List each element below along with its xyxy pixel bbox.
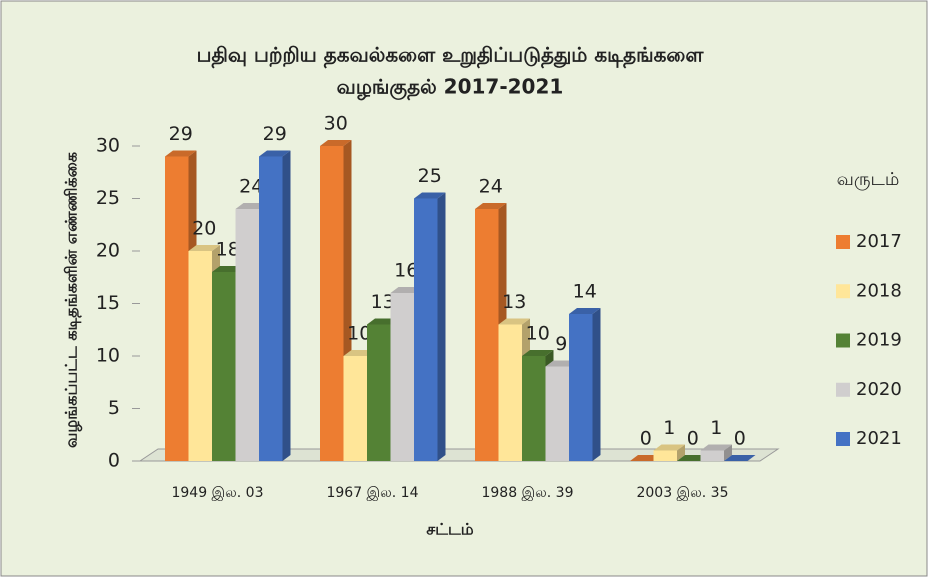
- bar-top: [259, 150, 291, 157]
- bar-top: [653, 444, 685, 451]
- data-label: 0: [640, 428, 652, 450]
- bar: [700, 450, 724, 461]
- legend-swatch: [836, 382, 850, 397]
- bar-top: [320, 140, 352, 146]
- bar: [653, 450, 677, 461]
- bar-top: [414, 192, 446, 199]
- y-tick-label: 30: [96, 135, 120, 157]
- bar-top: [522, 350, 554, 356]
- legend-swatch: [836, 432, 850, 446]
- y-tick-label: 25: [96, 187, 120, 209]
- data-label: 18: [216, 239, 240, 261]
- data-label: 1: [663, 417, 675, 439]
- data-label: 20: [192, 218, 216, 240]
- data-label: 10: [526, 323, 550, 345]
- data-label: 1: [710, 417, 722, 439]
- data-label: 16: [394, 260, 418, 282]
- bar: [165, 156, 189, 461]
- chart-title: பதிவு பற்றிய தகவல்களை உறுதிப்படுத்தும் க…: [197, 43, 705, 69]
- bar: [343, 356, 367, 461]
- bar-side: [437, 192, 446, 461]
- bar-top: [475, 203, 507, 209]
- y-tick-label: 5: [108, 397, 120, 419]
- bar: [414, 198, 438, 461]
- data-label: 10: [347, 323, 371, 345]
- y-tick-label: 0: [108, 450, 120, 472]
- bar-top: [188, 245, 220, 251]
- bar: [522, 356, 546, 461]
- x-tick-label: 2003 இல. 35: [636, 485, 728, 501]
- data-label: 0: [734, 428, 746, 450]
- data-label: 0: [687, 428, 699, 450]
- data-label: 14: [573, 281, 597, 303]
- legend-swatch: [836, 235, 850, 249]
- legend-swatch: [836, 284, 850, 299]
- legend-swatch: [836, 333, 850, 348]
- bar: [569, 314, 593, 461]
- legend-label: 2017: [856, 231, 902, 252]
- y-tick-label: 20: [96, 240, 120, 262]
- bar: [390, 293, 414, 461]
- bar-side: [677, 444, 685, 461]
- legend-label: 2021: [856, 428, 902, 449]
- legend-label: 2018: [856, 280, 902, 301]
- data-label: 29: [263, 123, 287, 145]
- bar: [235, 209, 259, 461]
- x-tick-label: 1988 இல. 39: [481, 485, 573, 501]
- bar: [259, 156, 283, 461]
- bar: [545, 366, 569, 461]
- bar-top: [165, 150, 197, 157]
- x-tick-label: 1967 இல. 14: [326, 485, 418, 501]
- data-label: 25: [418, 165, 442, 187]
- data-label: 24: [479, 176, 503, 198]
- chart-title: வழங்குதல் 2017-2021: [337, 75, 564, 101]
- bar: [498, 324, 522, 461]
- data-label: 30: [324, 113, 348, 135]
- bar-top: [569, 308, 601, 314]
- data-label: 29: [169, 123, 193, 145]
- bar-top: [498, 318, 530, 325]
- bar: [188, 251, 212, 461]
- bar: [367, 324, 391, 461]
- x-axis-label: சட்டம்: [426, 520, 473, 539]
- bar: [475, 209, 499, 461]
- y-axis-label: வழங்கப்பட்ட கடிதங்களின் எண்ணிக்கை: [62, 152, 82, 448]
- legend-label: 2020: [856, 379, 902, 400]
- bar-top: [700, 444, 732, 451]
- bar: [320, 146, 344, 461]
- x-tick-label: 1949 இல. 03: [171, 485, 263, 501]
- bar-side: [282, 150, 291, 461]
- legend-label: 2019: [856, 330, 902, 351]
- bar-top: [724, 455, 756, 461]
- bar-side: [724, 444, 732, 461]
- y-tick-label: 10: [96, 345, 120, 367]
- data-label: 9: [555, 333, 567, 355]
- data-label: 24: [239, 176, 263, 198]
- legend-title: வருடம்: [837, 169, 900, 190]
- y-tick-label: 15: [96, 292, 120, 314]
- data-label: 13: [371, 291, 395, 313]
- bar-side: [592, 308, 601, 461]
- bar: [212, 272, 236, 461]
- data-label: 13: [502, 291, 526, 313]
